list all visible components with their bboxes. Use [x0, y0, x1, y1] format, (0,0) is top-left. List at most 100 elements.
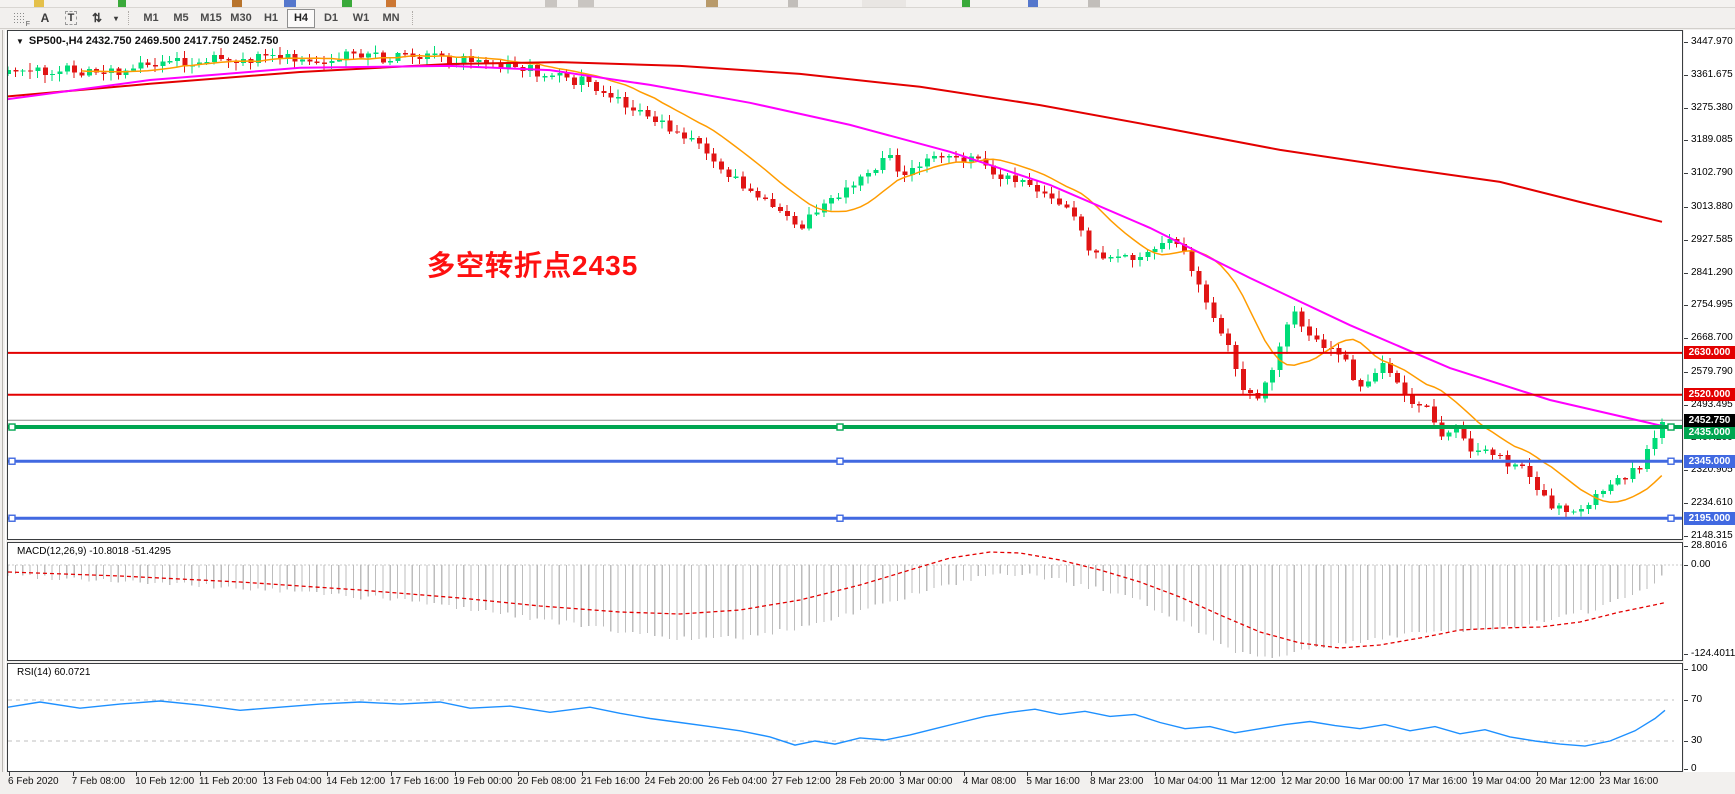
price-axis-label: 2754.995 [1691, 299, 1733, 311]
price-scale: 3447.970 3361.675 3275.380 3189.085 3102.790… [1684, 30, 1735, 774]
toolbar-icon-fragment [578, 0, 594, 7]
time-axis-tick [518, 772, 520, 776]
price-axis-label: 3013.880 [1691, 201, 1733, 212]
timeframe-button-H4[interactable]: H4 [287, 8, 315, 28]
toolbar-icon-fragment [788, 0, 798, 7]
chevron-down-icon[interactable]: ▾ [113, 13, 118, 23]
price-level-badge: 2435.000 [1684, 425, 1735, 439]
timeframe-button-MN[interactable]: MN [382, 12, 400, 24]
toolbar-icon-fragment [118, 0, 126, 7]
price-axis-label: 2320.905 [1691, 464, 1733, 476]
price-axis-label: 3189.085 [1691, 134, 1733, 146]
time-axis-tick [1600, 772, 1602, 776]
time-axis-tick [9, 772, 10, 776]
price-axis-tick [1684, 239, 1688, 241]
price-axis-label: 2234.610 [1691, 497, 1733, 509]
price-level-badge: 2520.000 [1684, 388, 1735, 402]
price-axis-label: 3447.970 [1691, 36, 1733, 47]
price-axis-tick [1684, 371, 1688, 373]
rsi-axis-tick [1684, 669, 1688, 670]
line-handle[interactable] [8, 423, 16, 431]
tool-button-cursor-arrows[interactable]: ⇅ [91, 11, 103, 25]
time-axis-tick [1536, 772, 1538, 776]
timeframe-button-M5[interactable]: M5 [173, 12, 189, 24]
timeframe-button-M30[interactable]: M30 [230, 12, 252, 24]
macd-axis-tick [1684, 565, 1688, 566]
time-axis-label: 10 Mar 04:00 [1153, 776, 1213, 787]
time-axis-tick [1154, 772, 1156, 776]
chart-symbol-title[interactable]: ▼ SP500-,H4 2432.750 2469.500 2417.750 24… [16, 35, 278, 47]
chart-annotation-text[interactable]: 多空转折点2435 [427, 250, 639, 281]
timeframe-button-D1[interactable]: D1 [323, 12, 339, 24]
rsi-indicator-label: RSI(14) 60.0721 [17, 667, 91, 678]
price-axis-label: 3361.675 [1691, 68, 1733, 80]
line-handle[interactable] [1667, 423, 1675, 431]
price-axis-tick [1684, 207, 1688, 208]
price-axis-label: 3275.380 [1691, 101, 1733, 113]
timeframe-button-M15[interactable]: M15 [200, 12, 222, 24]
line-handle[interactable] [836, 457, 844, 465]
price-axis-label: 2148.315 [1691, 529, 1733, 541]
time-axis-label: 20 Mar 12:00 [1535, 776, 1595, 787]
macd-panel[interactable] [7, 542, 1683, 661]
time-axis-tick [390, 772, 392, 776]
time-axis-label: 5 Mar 16:00 [1026, 776, 1080, 787]
rsi-axis-tick [1684, 741, 1688, 742]
price-axis-tick [1684, 404, 1688, 406]
time-axis-label: 7 Feb 08:00 [71, 776, 126, 787]
price-axis-tick [1684, 338, 1688, 340]
rsi-panel[interactable] [7, 663, 1683, 772]
line-handle[interactable] [1667, 457, 1675, 465]
tool-button-crosshair-grid[interactable]: F [7, 10, 31, 28]
timeframe-button-M1[interactable]: M1 [143, 12, 159, 24]
time-axis-tick [72, 772, 74, 776]
chart-title-text: SP500-,H4 2432.750 2469.500 2417.750 245… [28, 35, 279, 47]
toolbar-icon-fragment [386, 0, 396, 7]
time-axis-label: 21 Feb 16:00 [580, 776, 640, 787]
price-axis-tick [1684, 140, 1688, 142]
time-axis-label: 6 Feb 2020 [8, 776, 59, 787]
price-axis-label: 2668.700 [1691, 332, 1733, 344]
time-axis-label: 17 Mar 16:00 [1408, 776, 1468, 787]
timeframe-button-H1[interactable]: H1 [263, 12, 279, 24]
price-axis-tick [1684, 173, 1688, 175]
macd-axis-label: 28.8016 [1691, 540, 1728, 551]
toolbar-icon-fragment [706, 0, 718, 7]
moving-average-red [8, 61, 1663, 223]
timeframe-button-W1[interactable]: W1 [352, 12, 370, 24]
rsi-axis-label: 30 [1691, 735, 1703, 746]
toolbar-icon-fragment [34, 0, 44, 7]
time-axis-label: 28 Feb 20:00 [835, 776, 895, 787]
tool-button-text-label[interactable]: A [40, 11, 50, 25]
toolbar-icon-fragment [962, 0, 970, 7]
time-axis-label: 11 Mar 12:00 [1217, 776, 1276, 787]
price-chart-panel[interactable] [7, 30, 1683, 540]
toolbar-icon-fragment [1088, 0, 1100, 7]
macd-histogram [8, 565, 1663, 658]
line-handle[interactable] [836, 423, 844, 431]
line-handle[interactable] [8, 457, 16, 465]
chart-toolbar: F A T ⇅ ▾ M1 M5 M15 M30 H1 H4 D1 W1 MN [0, 8, 1735, 29]
time-axis-tick [581, 772, 583, 776]
text-box-icon: T [64, 11, 78, 25]
moving-average-magenta [8, 64, 1663, 427]
line-handle[interactable] [8, 514, 16, 522]
line-handle[interactable] [836, 514, 844, 522]
time-axis-tick [263, 772, 265, 776]
line-handle[interactable] [1667, 514, 1675, 522]
window-edge [2, 30, 6, 772]
chevron-down-icon[interactable]: ▼ [16, 37, 24, 46]
time-axis-label: 19 Mar 04:00 [1471, 776, 1531, 787]
time-axis-label: 10 Feb 12:00 [135, 776, 195, 787]
rsi-axis-tick [1684, 700, 1688, 701]
price-axis-label: 3102.790 [1691, 167, 1733, 179]
time-axis-tick [1409, 772, 1411, 776]
price-axis-tick [1684, 535, 1688, 537]
price-axis-label: 2841.290 [1691, 266, 1733, 278]
price-axis-tick [1684, 74, 1688, 76]
toolbar-icon-fragment [545, 0, 557, 7]
price-level-badge: 2345.000 [1684, 454, 1735, 468]
rsi-axis-label: 0 [1691, 763, 1697, 774]
tool-button-text-box[interactable]: T [59, 10, 83, 27]
